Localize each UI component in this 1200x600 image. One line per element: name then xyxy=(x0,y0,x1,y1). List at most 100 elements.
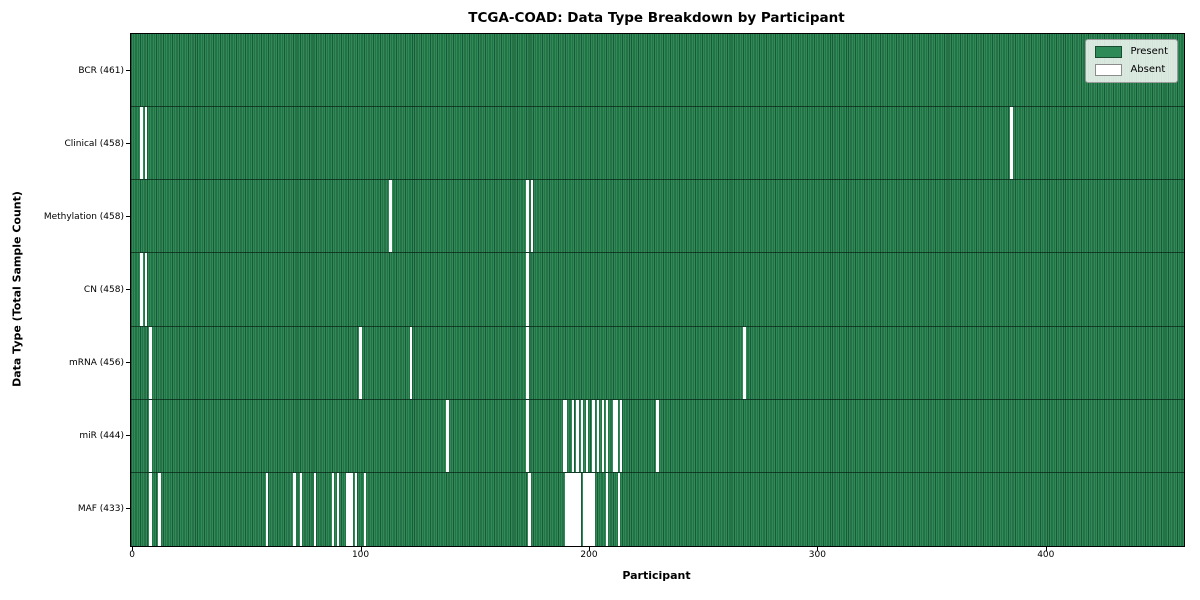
absent-gap xyxy=(347,472,351,546)
row-cn xyxy=(131,253,1184,327)
y-tick-mark xyxy=(126,215,130,217)
legend-swatch-present xyxy=(1095,46,1123,58)
x-axis-title: Participant xyxy=(622,569,691,582)
absent-gap xyxy=(350,472,353,546)
chart-title: TCGA-COAD: Data Type Breakdown by Partic… xyxy=(468,10,845,26)
absent-gap xyxy=(149,472,152,546)
absent-gap xyxy=(140,107,143,180)
absent-gap xyxy=(526,399,529,472)
row-bcr xyxy=(131,34,1184,108)
absent-gap xyxy=(144,107,148,180)
absent-gap xyxy=(528,472,531,546)
y-tick-label: mRNA (456) xyxy=(69,358,124,369)
row-clinical xyxy=(131,107,1184,181)
absent-gap xyxy=(601,399,604,472)
absent-gap xyxy=(585,399,588,472)
absent-gap xyxy=(583,472,586,546)
y-tick-mark xyxy=(126,435,130,437)
absent-gap xyxy=(564,472,568,546)
legend: Present Absent xyxy=(1085,39,1178,83)
x-tick-mark xyxy=(817,547,819,551)
row-mir xyxy=(131,399,1184,473)
legend-label-present: Present xyxy=(1130,46,1168,57)
y-tick-mark xyxy=(126,289,130,290)
absent-gap xyxy=(592,472,595,546)
absent-gap xyxy=(345,472,349,546)
absent-gap xyxy=(332,472,335,546)
x-tick-mark xyxy=(588,547,590,551)
x-tick-label: 0 xyxy=(129,550,136,560)
x-tick-label: 400 xyxy=(1037,550,1055,560)
absent-gap xyxy=(530,180,534,253)
y-tick-label: MAF (433) xyxy=(77,504,124,515)
absent-gap xyxy=(592,399,595,472)
x-tick-mark xyxy=(1045,547,1047,551)
absent-gap xyxy=(587,472,591,546)
absent-gap xyxy=(313,472,317,546)
absent-gap xyxy=(265,472,269,546)
x-tick-mark xyxy=(360,547,362,551)
legend-label-absent: Absent xyxy=(1130,64,1166,75)
absent-gap xyxy=(446,399,449,472)
row-methylation xyxy=(131,180,1184,254)
absent-gap xyxy=(574,472,577,546)
absent-gap xyxy=(571,399,575,472)
absent-gap xyxy=(526,326,529,399)
absent-gap xyxy=(359,326,362,399)
absent-gap xyxy=(576,399,579,472)
y-tick-mark xyxy=(126,508,130,510)
absent-gap xyxy=(149,399,152,472)
absent-gap xyxy=(293,472,296,546)
absent-gap xyxy=(158,472,161,546)
absent-gap xyxy=(300,472,303,546)
absent-gap xyxy=(615,399,618,472)
absent-gap xyxy=(590,472,593,546)
y-tick-mark xyxy=(126,142,130,144)
absent-gap xyxy=(409,326,413,399)
y-tick-mark xyxy=(126,69,130,71)
absent-gap xyxy=(619,399,623,472)
absent-gap xyxy=(576,472,579,546)
y-tick-label: Clinical (458) xyxy=(64,138,124,149)
y-tick-label: miR (444) xyxy=(79,431,124,442)
absent-gap xyxy=(526,253,529,326)
absent-gap xyxy=(596,399,600,472)
absent-gap xyxy=(617,472,620,546)
absent-gap xyxy=(363,472,367,546)
absent-gap xyxy=(743,326,746,399)
absent-gap xyxy=(567,472,570,546)
row-maf xyxy=(131,472,1184,546)
x-tick-label: 300 xyxy=(808,550,826,560)
x-tick-mark xyxy=(132,547,134,551)
absent-gap xyxy=(585,472,588,546)
absent-gap xyxy=(564,399,568,472)
absent-gap xyxy=(569,472,572,546)
absent-gap xyxy=(526,180,529,253)
absent-gap xyxy=(606,472,609,546)
absent-gap xyxy=(606,399,609,472)
absent-gap xyxy=(389,180,392,253)
absent-gap xyxy=(140,253,143,326)
y-tick-label: CN (458) xyxy=(83,285,124,295)
absent-gap xyxy=(612,399,616,472)
absent-gap xyxy=(354,472,358,546)
x-tick-label: 100 xyxy=(351,550,370,560)
absent-gap xyxy=(578,472,582,546)
legend-item-absent: Absent xyxy=(1095,64,1168,76)
absent-gap xyxy=(1010,107,1013,180)
y-tick-label: BCR (461) xyxy=(78,65,124,76)
y-tick-label: Methylation (458) xyxy=(43,211,124,222)
row-mrna xyxy=(131,326,1184,400)
y-tick-mark xyxy=(126,362,130,364)
legend-swatch-absent xyxy=(1095,64,1123,76)
absent-gap xyxy=(580,399,584,472)
absent-gap xyxy=(656,399,659,472)
x-tick-label: 200 xyxy=(580,550,598,560)
legend-item-present: Present xyxy=(1095,46,1168,58)
absent-gap xyxy=(144,253,148,326)
absent-gap xyxy=(562,399,566,472)
absent-gap xyxy=(149,326,152,399)
plot-area: Present Absent xyxy=(130,33,1185,547)
absent-gap xyxy=(571,472,575,546)
